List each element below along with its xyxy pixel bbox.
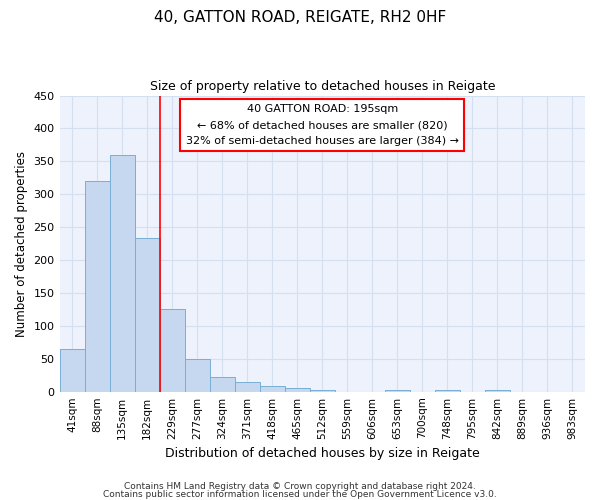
Bar <box>260 386 285 392</box>
X-axis label: Distribution of detached houses by size in Reigate: Distribution of detached houses by size … <box>165 447 479 460</box>
Bar <box>59 349 85 392</box>
Bar <box>435 390 460 392</box>
Bar <box>134 238 160 392</box>
Bar <box>485 390 510 392</box>
Bar <box>160 310 185 392</box>
Title: Size of property relative to detached houses in Reigate: Size of property relative to detached ho… <box>149 80 495 93</box>
Bar <box>209 376 235 392</box>
Text: 40, GATTON ROAD, REIGATE, RH2 0HF: 40, GATTON ROAD, REIGATE, RH2 0HF <box>154 10 446 25</box>
Bar <box>235 382 260 392</box>
Bar <box>310 390 335 392</box>
Text: 40 GATTON ROAD: 195sqm
← 68% of detached houses are smaller (820)
32% of semi-de: 40 GATTON ROAD: 195sqm ← 68% of detached… <box>186 104 459 146</box>
Text: Contains HM Land Registry data © Crown copyright and database right 2024.: Contains HM Land Registry data © Crown c… <box>124 482 476 491</box>
Bar <box>285 388 310 392</box>
Bar <box>85 181 110 392</box>
Text: Contains public sector information licensed under the Open Government Licence v3: Contains public sector information licen… <box>103 490 497 499</box>
Bar <box>185 359 209 392</box>
Y-axis label: Number of detached properties: Number of detached properties <box>15 150 28 336</box>
Bar <box>110 155 134 392</box>
Bar <box>385 390 410 392</box>
